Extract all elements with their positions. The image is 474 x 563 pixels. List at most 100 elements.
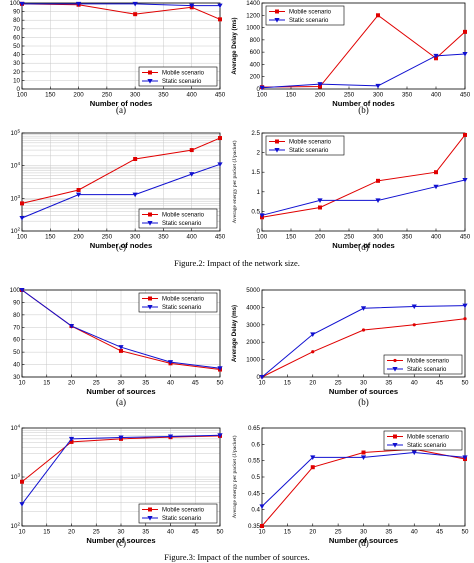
y-tick-label: 100 xyxy=(10,287,21,294)
x-tick-label: 250 xyxy=(344,234,355,241)
x-tick-label: 400 xyxy=(431,234,442,241)
y-axis-label: Average Delay (ms) xyxy=(231,305,238,362)
series-line xyxy=(261,14,466,88)
y-tick-label: 2000 xyxy=(246,339,260,346)
x-tick-label: 30 xyxy=(118,529,125,536)
y-tick-label: 100 xyxy=(10,0,21,7)
legend-label: Mobile scenario xyxy=(289,10,332,16)
data-point xyxy=(68,436,75,442)
legend-marker xyxy=(147,221,153,226)
y-tick-label: 30 xyxy=(13,60,20,67)
series-static-scenario xyxy=(19,433,223,507)
legend-entry: Mobile scenario xyxy=(269,139,332,146)
data-point xyxy=(434,170,438,175)
data-point xyxy=(311,350,315,354)
data-point xyxy=(218,136,222,141)
x-tick-label: 20 xyxy=(68,380,75,387)
x-tick-label: 40 xyxy=(167,380,174,387)
y-tick-label: 40 xyxy=(13,52,20,59)
x-tick-label: 35 xyxy=(385,380,392,387)
legend: Mobile scenario Static scenario xyxy=(383,354,463,375)
legend-marker xyxy=(147,305,153,310)
data-point xyxy=(462,455,468,460)
data-point xyxy=(75,1,82,7)
legend-label: Static scenario xyxy=(407,443,447,449)
series-static-scenario xyxy=(259,51,468,91)
x-axis-label: Number of nodes xyxy=(332,99,394,108)
legend-label: Static scenario xyxy=(162,516,202,522)
panel-label: (a) xyxy=(116,105,126,115)
y-tick-label: 2.5 xyxy=(251,130,260,137)
x-tick-label: 35 xyxy=(142,380,149,387)
x-tick-label: 25 xyxy=(335,529,342,536)
figure-2-caption: Figure.2: Impact of the network size. xyxy=(174,258,300,268)
y-tick-label: 90 xyxy=(13,9,20,16)
data-point xyxy=(462,178,468,183)
legend-label: Mobile scenario xyxy=(162,297,205,303)
legend-entry: Mobile scenario xyxy=(387,434,450,441)
data-point xyxy=(189,172,195,177)
x-tick-label: 20 xyxy=(309,529,316,536)
legend-label: Static scenario xyxy=(162,79,202,85)
y-tick-label: 80 xyxy=(13,312,20,319)
series-static-scenario xyxy=(259,450,468,509)
x-tick-label: 45 xyxy=(436,529,443,536)
y-tick-label: 5000 xyxy=(246,287,260,294)
y-tick-label: 0.45 xyxy=(248,490,261,497)
y-tick-label: 0.35 xyxy=(248,523,261,530)
data-point xyxy=(118,345,124,350)
data-point xyxy=(463,132,467,137)
legend-marker xyxy=(275,139,279,144)
x-tick-label: 150 xyxy=(45,92,56,99)
x-tick-label: 300 xyxy=(130,92,141,99)
x-tick-label: 450 xyxy=(215,234,226,241)
legend-label: Static scenario xyxy=(162,221,202,227)
x-tick-label: 100 xyxy=(17,234,28,241)
legend-marker xyxy=(148,212,152,217)
data-point xyxy=(167,434,174,440)
x-tick-label: 35 xyxy=(385,529,392,536)
legend-entry: Static scenario xyxy=(142,516,202,522)
x-tick-label: 10 xyxy=(19,380,26,387)
data-point xyxy=(189,148,194,153)
y-tick-label: 104 xyxy=(11,424,21,433)
legend: Mobile scenario Static scenario xyxy=(138,208,218,229)
plot-frame xyxy=(21,132,221,232)
y-tick-label: 80 xyxy=(13,17,20,24)
y-tick-label: 1000 xyxy=(246,25,260,32)
y-tick-label: 0 xyxy=(257,374,261,381)
legend-marker xyxy=(274,148,280,153)
legend-label: Mobile scenario xyxy=(407,435,450,441)
y-tick-label: 70 xyxy=(13,324,20,331)
legend-marker xyxy=(274,18,280,23)
data-point xyxy=(259,213,265,218)
panel-label: (b) xyxy=(358,397,369,407)
x-tick-label: 250 xyxy=(102,92,113,99)
x-axis-label: Number of nodes xyxy=(90,241,152,250)
y-tick-label: 0 xyxy=(257,228,261,235)
legend-marker xyxy=(393,358,397,363)
x-tick-label: 450 xyxy=(460,234,471,241)
legend-marker xyxy=(148,296,152,301)
legend-label: Mobile scenario xyxy=(162,508,205,514)
x-tick-label: 30 xyxy=(360,380,367,387)
legend-label: Static scenario xyxy=(407,367,447,373)
y-tick-label: 104 xyxy=(11,161,21,170)
data-point xyxy=(217,162,223,167)
x-tick-label: 20 xyxy=(309,380,316,387)
data-point xyxy=(19,216,25,221)
data-point xyxy=(218,17,222,22)
legend-entry: Mobile scenario xyxy=(142,212,205,219)
panel-label: (a) xyxy=(116,397,126,407)
legend-entry: Static scenario xyxy=(142,79,202,85)
x-axis-label: Number of nodes xyxy=(332,241,394,250)
x-tick-label: 150 xyxy=(286,92,297,99)
x-tick-label: 250 xyxy=(102,234,113,241)
y-tick-label: 0.65 xyxy=(248,425,261,432)
legend-box xyxy=(383,430,463,451)
chart-panel-4: 100 150 200 250 300 350 400 450 0 0.5 1 1.5 2 2.5 Numb… xyxy=(231,130,471,252)
series-line xyxy=(261,448,466,527)
x-tick-label: 450 xyxy=(215,92,226,99)
